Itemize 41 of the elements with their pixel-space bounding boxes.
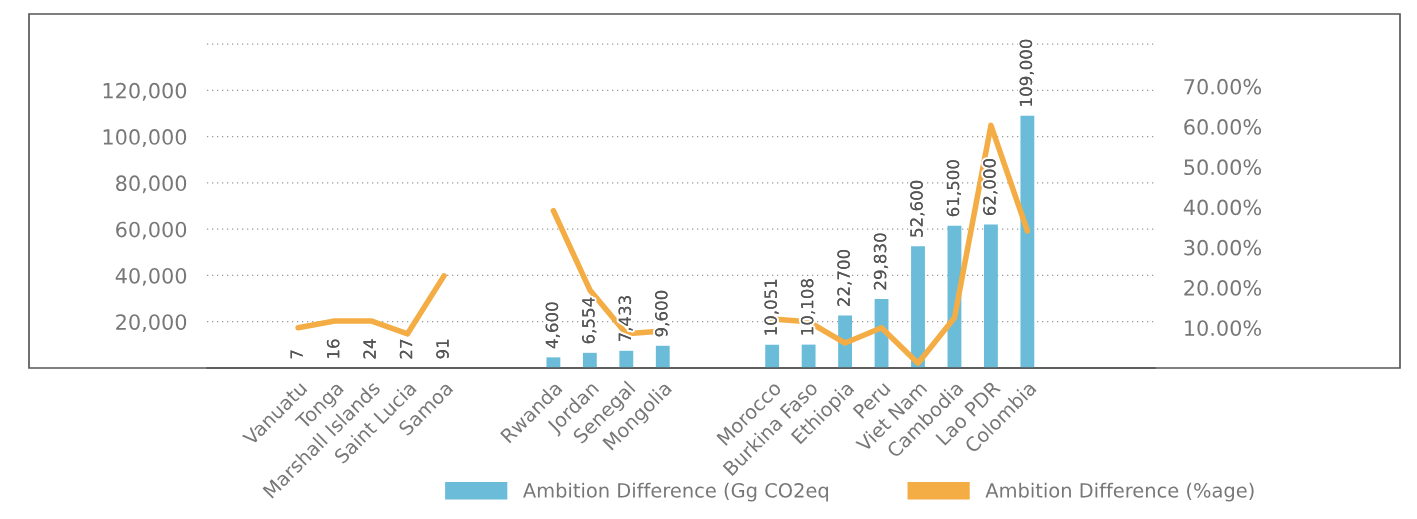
- y2-tick-label: 20.00%: [1184, 280, 1262, 296]
- legend-label: Ambition Difference (%age): [985, 482, 1254, 502]
- data-label: 16: [326, 339, 340, 358]
- data-label: 10,051: [764, 279, 779, 335]
- bar: [1020, 115, 1035, 368]
- data-label: 52,600: [910, 180, 925, 237]
- bar: [984, 224, 998, 368]
- y2-tick-label: 10.00%: [1185, 320, 1262, 336]
- data-label: 62,000: [983, 159, 998, 216]
- y-tick-label: 60,000: [116, 221, 187, 240]
- y-tick-label: 120,000: [103, 82, 187, 101]
- data-label: 61,500: [946, 160, 961, 217]
- bar: [546, 357, 561, 368]
- bar: [619, 350, 634, 368]
- legend-label: Ambition Difference (Gg CO2eq: [523, 482, 828, 502]
- data-label: 6,554: [582, 297, 597, 344]
- data-label: 10,108: [800, 279, 816, 335]
- data-label: 29,830: [873, 233, 889, 290]
- y-tick-label: 20,000: [116, 314, 187, 333]
- y-tick-label: 100,000: [103, 129, 187, 147]
- data-label: 24: [363, 339, 376, 359]
- y-tick-label: 80,000: [116, 175, 187, 194]
- bar: [655, 345, 670, 368]
- y2-tick-label: 60.00%: [1184, 119, 1262, 135]
- bar: [911, 246, 925, 368]
- data-label: 22,700: [837, 249, 852, 306]
- data-label: 9,600: [655, 290, 670, 337]
- y2-tick-label: 50.00%: [1184, 159, 1262, 176]
- bar: [582, 352, 597, 368]
- bar: [801, 344, 816, 368]
- y2-tick-label: 70.00%: [1184, 78, 1262, 95]
- data-label: 27: [399, 339, 413, 359]
- y2-tick-label: 40.00%: [1183, 199, 1262, 216]
- data-label: 91: [436, 339, 449, 359]
- bar: [765, 344, 780, 368]
- data-label: 4,600: [545, 302, 560, 349]
- data-label: 7,433: [618, 296, 633, 342]
- y2-tick-label: 30.00%: [1184, 239, 1262, 256]
- y-tick-label: 40,000: [115, 267, 187, 286]
- data-label: 109,000: [1019, 39, 1034, 106]
- data-label: 7: [290, 350, 303, 359]
